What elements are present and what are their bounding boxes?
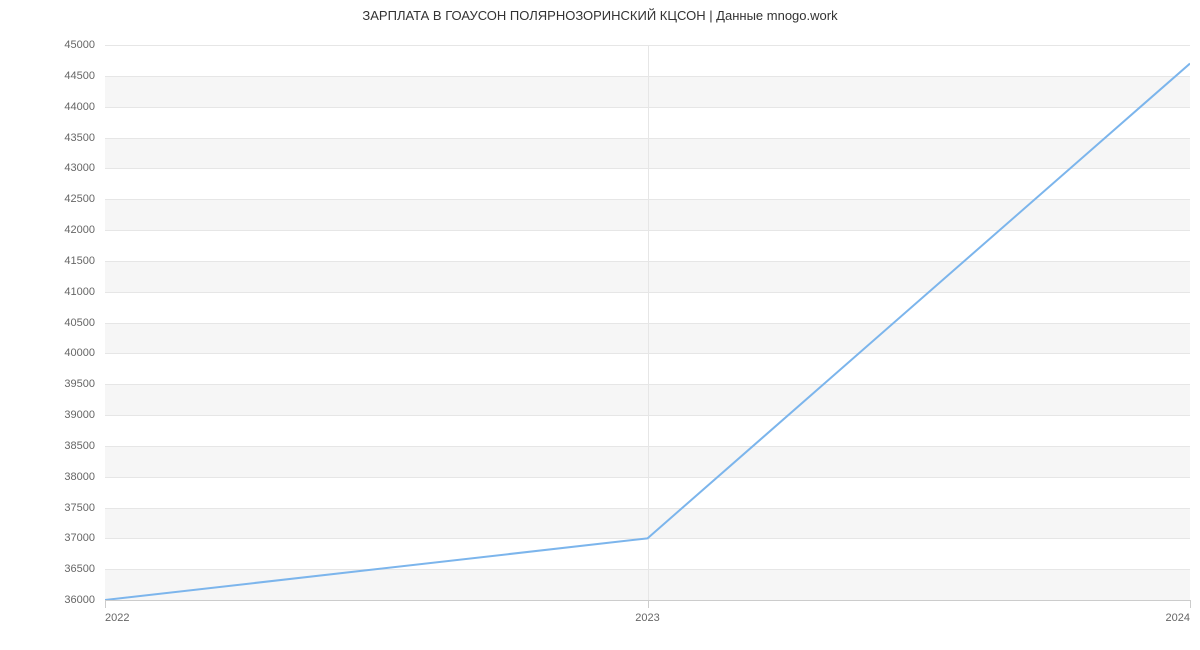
y-tick-label: 37500 bbox=[45, 502, 95, 514]
y-tick-label: 38000 bbox=[45, 471, 95, 483]
plot-area: 3600036500370003750038000385003900039500… bbox=[105, 45, 1190, 600]
salary-line-chart: ЗАРПЛАТА В ГОАУСОН ПОЛЯРНОЗОРИНСКИЙ КЦСО… bbox=[0, 0, 1200, 650]
x-tick-label: 2022 bbox=[105, 612, 129, 624]
y-tick-label: 40500 bbox=[45, 317, 95, 329]
y-tick-label: 36000 bbox=[45, 594, 95, 606]
y-tick-label: 43000 bbox=[45, 162, 95, 174]
y-tick-label: 37000 bbox=[45, 532, 95, 544]
x-tick-mark bbox=[1190, 600, 1191, 608]
y-tick-label: 45000 bbox=[45, 39, 95, 51]
y-tick-label: 42000 bbox=[45, 224, 95, 236]
y-tick-label: 44500 bbox=[45, 70, 95, 82]
y-tick-label: 40000 bbox=[45, 347, 95, 359]
y-tick-label: 39500 bbox=[45, 378, 95, 390]
series-layer bbox=[105, 45, 1190, 600]
salary-line bbox=[105, 64, 1190, 601]
y-tick-label: 42500 bbox=[45, 193, 95, 205]
chart-title: ЗАРПЛАТА В ГОАУСОН ПОЛЯРНОЗОРИНСКИЙ КЦСО… bbox=[0, 8, 1200, 23]
x-axis-line bbox=[105, 600, 1190, 601]
y-tick-label: 41000 bbox=[45, 286, 95, 298]
y-tick-label: 38500 bbox=[45, 440, 95, 452]
x-tick-label: 2024 bbox=[1166, 612, 1190, 624]
x-tick-mark bbox=[648, 600, 649, 608]
x-tick-mark bbox=[105, 600, 106, 608]
y-tick-label: 39000 bbox=[45, 409, 95, 421]
y-tick-label: 41500 bbox=[45, 255, 95, 267]
y-tick-label: 44000 bbox=[45, 101, 95, 113]
x-tick-label: 2023 bbox=[635, 612, 659, 624]
y-tick-label: 36500 bbox=[45, 563, 95, 575]
y-tick-label: 43500 bbox=[45, 132, 95, 144]
